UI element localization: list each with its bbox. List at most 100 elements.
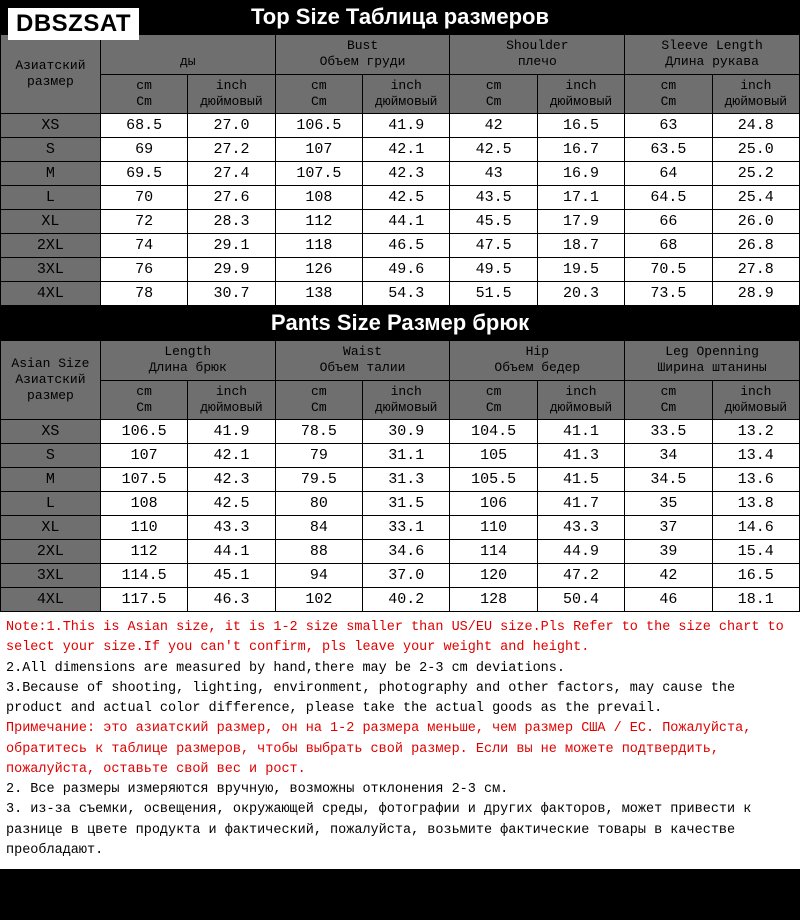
note-red-ru: Примечание: это азиатский размер, он на … bbox=[6, 719, 794, 780]
table-row: M107.542.379.531.3105.541.534.513.6 bbox=[1, 468, 800, 492]
top-cell: 44.1 bbox=[363, 210, 450, 234]
top-cell: 17.1 bbox=[537, 186, 624, 210]
pants-cell: 117.5 bbox=[100, 588, 187, 612]
top-size-XL: XL bbox=[1, 210, 101, 234]
top-cell: 30.7 bbox=[188, 282, 275, 306]
pants-col-3: Leg OpenningШирина штанины bbox=[625, 341, 800, 381]
top-cell: 112 bbox=[275, 210, 362, 234]
pants-unit-cm-0: cmCm bbox=[100, 380, 187, 420]
pants-cell: 50.4 bbox=[537, 588, 624, 612]
pants-cell: 33.1 bbox=[363, 516, 450, 540]
top-cell: 46.5 bbox=[363, 234, 450, 258]
pants-cell: 110 bbox=[100, 516, 187, 540]
pants-cell: 80 bbox=[275, 492, 362, 516]
pants-cell: 34 bbox=[625, 444, 712, 468]
top-cell: 63 bbox=[625, 114, 712, 138]
top-cell: 42.3 bbox=[363, 162, 450, 186]
note-2: 2.All dimensions are measured by hand,th… bbox=[6, 659, 794, 679]
top-cell: 27.6 bbox=[188, 186, 275, 210]
top-cell: 20.3 bbox=[537, 282, 624, 306]
top-cell: 27.2 bbox=[188, 138, 275, 162]
pants-cell: 104.5 bbox=[450, 420, 537, 444]
pants-cell: 37 bbox=[625, 516, 712, 540]
table-row: XL11043.38433.111043.33714.6 bbox=[1, 516, 800, 540]
top-unit-in-0: inchдюймовый bbox=[188, 74, 275, 114]
pants-cell: 40.2 bbox=[363, 588, 450, 612]
top-cell: 26.0 bbox=[712, 210, 799, 234]
pants-cell: 42.5 bbox=[188, 492, 275, 516]
note-ru-2: 2. Все размеры измеряются вручную, возмо… bbox=[6, 780, 794, 800]
top-cell: 108 bbox=[275, 186, 362, 210]
pants-cell: 105.5 bbox=[450, 468, 537, 492]
pants-size-S: S bbox=[1, 444, 101, 468]
top-cell: 118 bbox=[275, 234, 362, 258]
top-cell: 27.8 bbox=[712, 258, 799, 282]
pants-cell: 34.5 bbox=[625, 468, 712, 492]
pants-size-2XL: 2XL bbox=[1, 540, 101, 564]
pants-cell: 31.1 bbox=[363, 444, 450, 468]
top-cell: 66 bbox=[625, 210, 712, 234]
pants-size-table: Asian Size Азиатский размер LengthДлина … bbox=[0, 340, 800, 612]
top-cell: 45.5 bbox=[450, 210, 537, 234]
table-row: XL7228.311244.145.517.96626.0 bbox=[1, 210, 800, 234]
top-cell: 42.5 bbox=[363, 186, 450, 210]
pants-cell: 112 bbox=[100, 540, 187, 564]
pants-size-XS: XS bbox=[1, 420, 101, 444]
top-cell: 70 bbox=[100, 186, 187, 210]
top-cell: 49.5 bbox=[450, 258, 537, 282]
pants-cell: 102 bbox=[275, 588, 362, 612]
table-row: 2XL11244.18834.611444.93915.4 bbox=[1, 540, 800, 564]
pants-cell: 41.1 bbox=[537, 420, 624, 444]
top-cell: 74 bbox=[100, 234, 187, 258]
top-cell: 107.5 bbox=[275, 162, 362, 186]
top-cell: 25.2 bbox=[712, 162, 799, 186]
top-cell: 47.5 bbox=[450, 234, 537, 258]
pants-cell: 13.4 bbox=[712, 444, 799, 468]
pants-cell: 84 bbox=[275, 516, 362, 540]
top-cell: 69.5 bbox=[100, 162, 187, 186]
top-cell: 42.5 bbox=[450, 138, 537, 162]
pants-size-L: L bbox=[1, 492, 101, 516]
pants-cell: 114.5 bbox=[100, 564, 187, 588]
top-cell: 24.8 bbox=[712, 114, 799, 138]
pants-cell: 105 bbox=[450, 444, 537, 468]
pants-size-3XL: 3XL bbox=[1, 564, 101, 588]
pants-col-1: WaistОбъем талии bbox=[275, 341, 450, 381]
pants-cell: 31.5 bbox=[363, 492, 450, 516]
top-cell: 64.5 bbox=[625, 186, 712, 210]
pants-cell: 31.3 bbox=[363, 468, 450, 492]
table-row: M69.527.4107.542.34316.96425.2 bbox=[1, 162, 800, 186]
notes-section: Note:1.This is Asian size, it is 1-2 siz… bbox=[0, 612, 800, 869]
pants-cell: 33.5 bbox=[625, 420, 712, 444]
top-cell: 63.5 bbox=[625, 138, 712, 162]
top-cell: 27.4 bbox=[188, 162, 275, 186]
note-red-1: Note:1.This is Asian size, it is 1-2 siz… bbox=[6, 618, 794, 659]
top-cell: 106.5 bbox=[275, 114, 362, 138]
pants-size-4XL: 4XL bbox=[1, 588, 101, 612]
top-cell: 28.9 bbox=[712, 282, 799, 306]
table-row: L7027.610842.543.517.164.525.4 bbox=[1, 186, 800, 210]
pants-cell: 18.1 bbox=[712, 588, 799, 612]
top-cell: 16.5 bbox=[537, 114, 624, 138]
top-col-0: ды bbox=[100, 35, 275, 75]
pants-col-0: LengthДлина брюк bbox=[100, 341, 275, 381]
pants-col-2: HipОбъем бедер bbox=[450, 341, 625, 381]
top-cell: 64 bbox=[625, 162, 712, 186]
top-unit-cm-0: cmCm bbox=[100, 74, 187, 114]
top-cell: 27.0 bbox=[188, 114, 275, 138]
top-cell: 16.7 bbox=[537, 138, 624, 162]
top-cell: 126 bbox=[275, 258, 362, 282]
top-cell: 51.5 bbox=[450, 282, 537, 306]
pants-unit-in-0: inchдюймовый bbox=[188, 380, 275, 420]
pants-cell: 41.9 bbox=[188, 420, 275, 444]
top-unit-cm-2: cmCm bbox=[450, 74, 537, 114]
top-size-XS: XS bbox=[1, 114, 101, 138]
pants-unit-cm-2: cmCm bbox=[450, 380, 537, 420]
top-size-3XL: 3XL bbox=[1, 258, 101, 282]
pants-cell: 42 bbox=[625, 564, 712, 588]
pants-cell: 15.4 bbox=[712, 540, 799, 564]
pants-cell: 108 bbox=[100, 492, 187, 516]
top-cell: 68 bbox=[625, 234, 712, 258]
top-col-3: Sleeve LengthДлина рукава bbox=[625, 35, 800, 75]
top-cell: 19.5 bbox=[537, 258, 624, 282]
